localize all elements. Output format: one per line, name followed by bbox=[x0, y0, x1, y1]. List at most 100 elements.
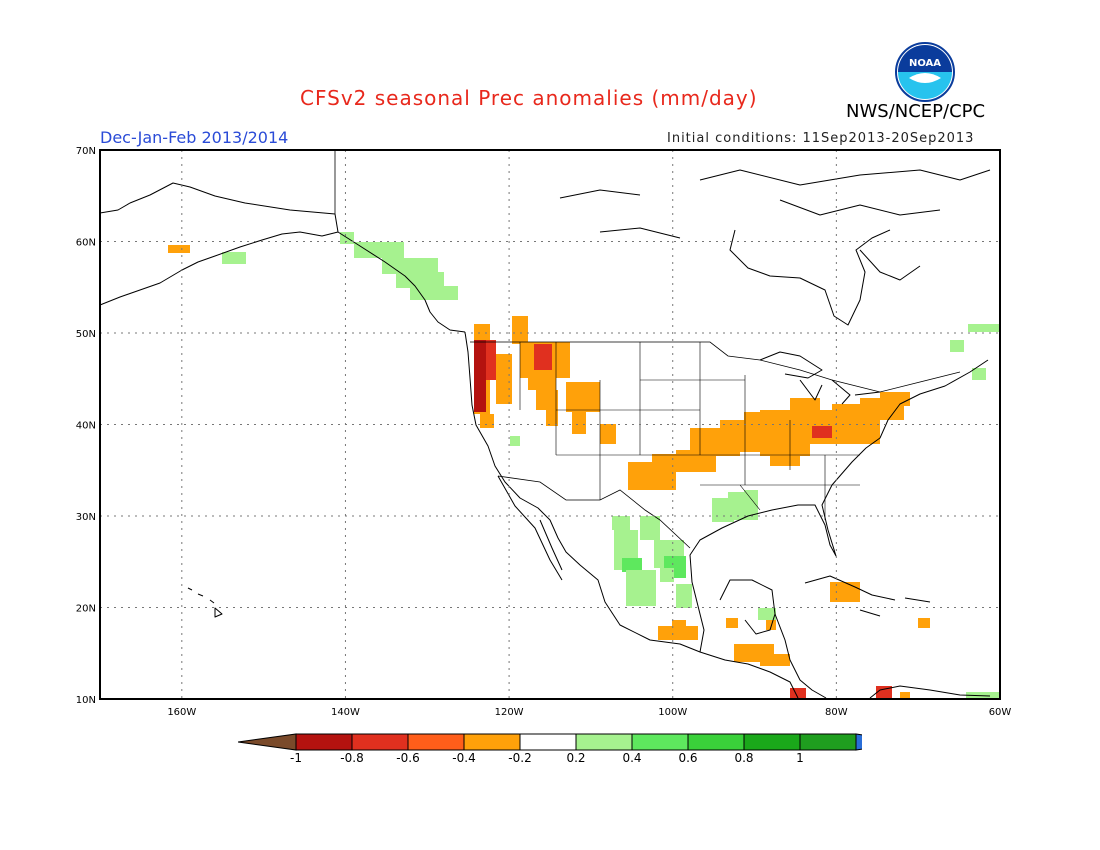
anomaly-cell bbox=[612, 516, 630, 530]
colorbar-swatch bbox=[351, 733, 409, 751]
lon-tick-label: 100W bbox=[658, 707, 687, 718]
anomaly-cell bbox=[766, 618, 776, 630]
anomaly-cell bbox=[972, 368, 986, 380]
colorbar-tick-label: 0.6 bbox=[678, 751, 698, 765]
anomaly-cell bbox=[672, 620, 686, 628]
state-borders bbox=[519, 342, 860, 520]
lat-tick-label: 50N bbox=[76, 329, 96, 340]
lat-tick-label: 20N bbox=[76, 604, 96, 615]
colorbar-tick-label: -0.4 bbox=[452, 751, 476, 765]
anomaly-cell bbox=[918, 618, 930, 628]
colorbar-tick-label: 1 bbox=[796, 751, 804, 765]
lon-tick-labels: 160W 140W 120W 100W 80W 60W bbox=[167, 707, 1011, 718]
colorbar-swatch bbox=[575, 733, 633, 751]
anomaly-cell bbox=[572, 412, 586, 434]
yucatan-coast bbox=[719, 579, 776, 635]
colorbar-high-arrow bbox=[855, 733, 862, 751]
south-america-coast bbox=[869, 685, 991, 699]
colorbar-swatch bbox=[295, 733, 353, 751]
anomaly-cell bbox=[726, 618, 738, 628]
anomaly-cell bbox=[512, 316, 528, 344]
great-lakes bbox=[759, 351, 881, 405]
lat-tick-label: 40N bbox=[76, 421, 96, 432]
colorbar-swatch bbox=[407, 733, 465, 751]
anomaly-grid bbox=[168, 232, 1000, 699]
cuba-coast bbox=[804, 575, 931, 617]
central-america-coast bbox=[774, 613, 827, 699]
anomaly-cell bbox=[168, 245, 190, 253]
colorbar-tick-label: 0.8 bbox=[734, 751, 754, 765]
anomaly-cell bbox=[622, 558, 642, 572]
anomaly-cell bbox=[510, 436, 520, 446]
lat-tick-label: 60N bbox=[76, 238, 96, 249]
colorbar-swatch bbox=[463, 733, 521, 751]
anomaly-cell bbox=[950, 340, 964, 352]
anomaly-cell bbox=[812, 426, 832, 438]
lon-gridlines bbox=[181, 150, 837, 699]
anomaly-cell bbox=[600, 424, 616, 444]
colorbar-tick-label: -1 bbox=[290, 751, 302, 765]
lat-tick-label: 30N bbox=[76, 512, 96, 523]
anomaly-cell bbox=[758, 608, 776, 620]
anomaly-cell bbox=[486, 340, 496, 380]
canada-us-border bbox=[334, 150, 961, 393]
anomaly-cell bbox=[536, 390, 558, 410]
map-frame bbox=[99, 149, 1001, 700]
anomaly-cell bbox=[496, 354, 512, 404]
anomaly-cell bbox=[676, 584, 692, 608]
lon-tick-label: 160W bbox=[167, 707, 196, 718]
lat-tick-label: 70N bbox=[76, 146, 96, 157]
anomaly-cell bbox=[410, 286, 458, 300]
anomaly-cell bbox=[660, 568, 674, 582]
anomaly-cell bbox=[856, 420, 880, 444]
anomaly-cell bbox=[968, 324, 1000, 332]
colorbar-swatch bbox=[743, 733, 801, 751]
lon-tick-label: 120W bbox=[495, 707, 524, 718]
alaska-coast bbox=[99, 182, 466, 333]
colorbar-tick-label: -0.2 bbox=[508, 751, 532, 765]
west-coast bbox=[464, 331, 799, 699]
arctic-islands bbox=[559, 169, 991, 281]
political-borders bbox=[334, 150, 961, 549]
colorbar-tick-label: -0.8 bbox=[340, 751, 364, 765]
lat-tick-labels: 70N 60N 50N 40N 30N 20N 10N bbox=[76, 146, 96, 706]
anomaly-cell bbox=[528, 376, 556, 390]
hudson-bay bbox=[729, 229, 891, 326]
colorbar-tick-label: 0.4 bbox=[622, 751, 642, 765]
anomaly-cell bbox=[534, 344, 552, 370]
lon-tick-label: 140W bbox=[331, 707, 360, 718]
logo-text: NOAA bbox=[909, 58, 941, 69]
anomaly-cell bbox=[830, 582, 860, 602]
initial-conditions-label: Initial conditions: 11Sep2013-20Sep2013 bbox=[667, 131, 975, 146]
lon-tick-label: 80W bbox=[825, 707, 848, 718]
colorbar-swatch bbox=[631, 733, 689, 751]
anomaly-cell bbox=[658, 626, 698, 640]
lat-tick-label: 10N bbox=[76, 695, 96, 706]
chart-title: CFSv2 seasonal Prec anomalies (mm/day) bbox=[300, 86, 758, 110]
colorbar bbox=[238, 733, 862, 751]
colorbar-tick-label: 0.2 bbox=[566, 751, 586, 765]
anomaly-cell bbox=[900, 692, 910, 699]
colorbar-swatch bbox=[799, 733, 857, 751]
noaa-logo: NOAA bbox=[895, 42, 955, 102]
anomaly-cell bbox=[626, 570, 656, 606]
lat-gridlines bbox=[100, 241, 1000, 608]
anomaly-cell bbox=[880, 392, 910, 406]
gulf-coast bbox=[689, 359, 989, 653]
anomaly-cell bbox=[474, 340, 486, 412]
anomaly-cell bbox=[546, 410, 558, 426]
anomaly-cell bbox=[876, 686, 892, 699]
anomaly-cell bbox=[744, 490, 758, 504]
agency-label: NWS/NCEP/CPC bbox=[846, 101, 986, 122]
baja-coast bbox=[497, 475, 563, 581]
colorbar-swatch bbox=[687, 733, 745, 751]
anomaly-cell bbox=[652, 454, 676, 468]
anomaly-cell bbox=[790, 688, 806, 699]
hawaii-islands bbox=[187, 587, 223, 618]
lon-tick-label: 60W bbox=[989, 707, 1012, 718]
us-mexico-border bbox=[497, 475, 691, 549]
coastlines bbox=[99, 169, 991, 699]
colorbar-tick-label: -0.6 bbox=[396, 751, 420, 765]
anomaly-cell bbox=[566, 382, 600, 412]
